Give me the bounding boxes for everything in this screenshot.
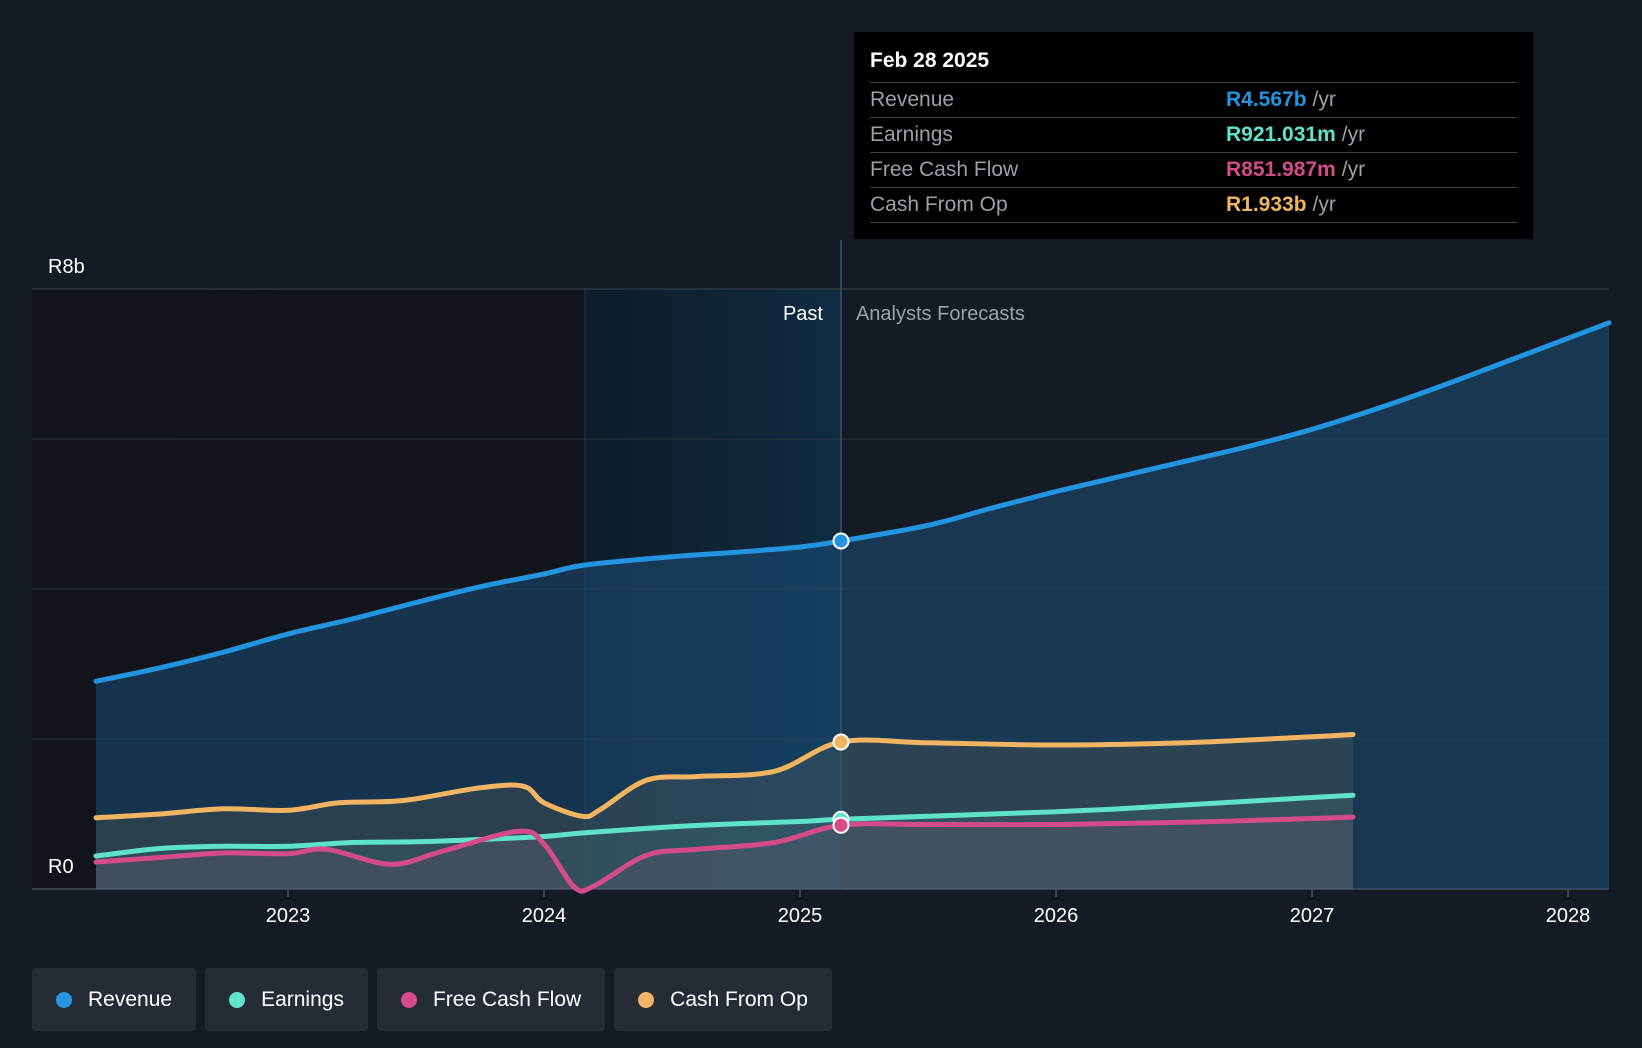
earnings-area — [96, 795, 1353, 889]
free-cash-flow-highlight-point — [832, 816, 850, 834]
tooltip-unit: /yr — [1312, 88, 1336, 111]
tooltip-row-earnings: Earnings R921.031m /yr — [870, 118, 1517, 153]
legend: Revenue Earnings Free Cash Flow Cash Fro… — [32, 968, 832, 1031]
tooltip-row-revenue: Revenue R4.567b /yr — [870, 83, 1517, 118]
legend-label: Revenue — [88, 987, 173, 1011]
revenue-area — [96, 322, 1609, 889]
legend-item-revenue[interactable]: Revenue — [32, 968, 197, 1031]
tooltip-row-cash-from-op: Cash From Op R1.933b /yr — [870, 188, 1517, 223]
legend-item-cash-from-op[interactable]: Cash From Op — [614, 968, 832, 1031]
cash-from-op-line — [93, 732, 1356, 821]
legend-label: Earnings — [261, 987, 344, 1011]
tooltip-unit: /yr — [1312, 193, 1336, 216]
x-tick-label: 2024 — [522, 905, 567, 927]
tooltip-value: R1.933b — [1226, 193, 1307, 216]
tooltip-name: Revenue — [870, 88, 955, 111]
legend-dot-icon — [638, 991, 655, 1008]
legend-dot-icon — [56, 991, 72, 1008]
free-cash-flow-line — [93, 814, 1356, 894]
tooltip-name: Earnings — [870, 123, 953, 146]
tooltip-value: R4.567b — [1226, 88, 1307, 111]
cash-from-op-area — [96, 734, 1353, 889]
x-tick-label: 2028 — [1546, 905, 1591, 927]
tooltip-unit: /yr — [1341, 158, 1366, 181]
tooltip-value: R851.987m — [1226, 158, 1336, 181]
forecast-label: Analysts Forecasts — [856, 303, 1025, 325]
x-tick-label: 2023 — [266, 905, 311, 927]
earnings-line — [93, 792, 1356, 859]
x-tick-label: 2025 — [778, 905, 823, 927]
legend-item-free-cash-flow[interactable]: Free Cash Flow — [376, 968, 606, 1031]
legend-label: Free Cash Flow — [432, 987, 582, 1011]
tooltip-unit: /yr — [1341, 123, 1366, 146]
cash-from-op-highlight-point — [832, 733, 850, 751]
tooltip-name: Free Cash Flow — [870, 158, 1019, 181]
tooltip: Feb 28 2025 Revenue R4.567b /yr Earnings… — [854, 32, 1533, 239]
legend-label: Cash From Op — [670, 987, 808, 1011]
tooltip-value: R921.031m — [1226, 123, 1336, 146]
tooltip-date: Feb 28 2025 — [870, 46, 1517, 83]
y-axis-max-label: R8b — [48, 256, 85, 278]
legend-item-earnings[interactable]: Earnings — [205, 968, 368, 1031]
legend-dot-icon — [400, 991, 417, 1008]
tooltip-name: Cash From Op — [870, 193, 1008, 216]
x-tick-label: 2027 — [1290, 905, 1335, 927]
revenue-line — [93, 320, 1612, 684]
legend-dot-icon — [229, 991, 246, 1008]
revenue-highlight-point — [832, 532, 850, 550]
x-tick-label: 2026 — [1034, 905, 1079, 927]
past-label: Past — [783, 303, 823, 325]
y-axis-min-label: R0 — [48, 856, 74, 878]
chart: R8b R0 Past Analysts Forecasts 2023 2024 2025 2… — [32, 240, 1612, 927]
tooltip-row-free-cash-flow: Free Cash Flow R851.987m /yr — [870, 153, 1517, 188]
free-cash-flow-area — [96, 817, 1353, 892]
